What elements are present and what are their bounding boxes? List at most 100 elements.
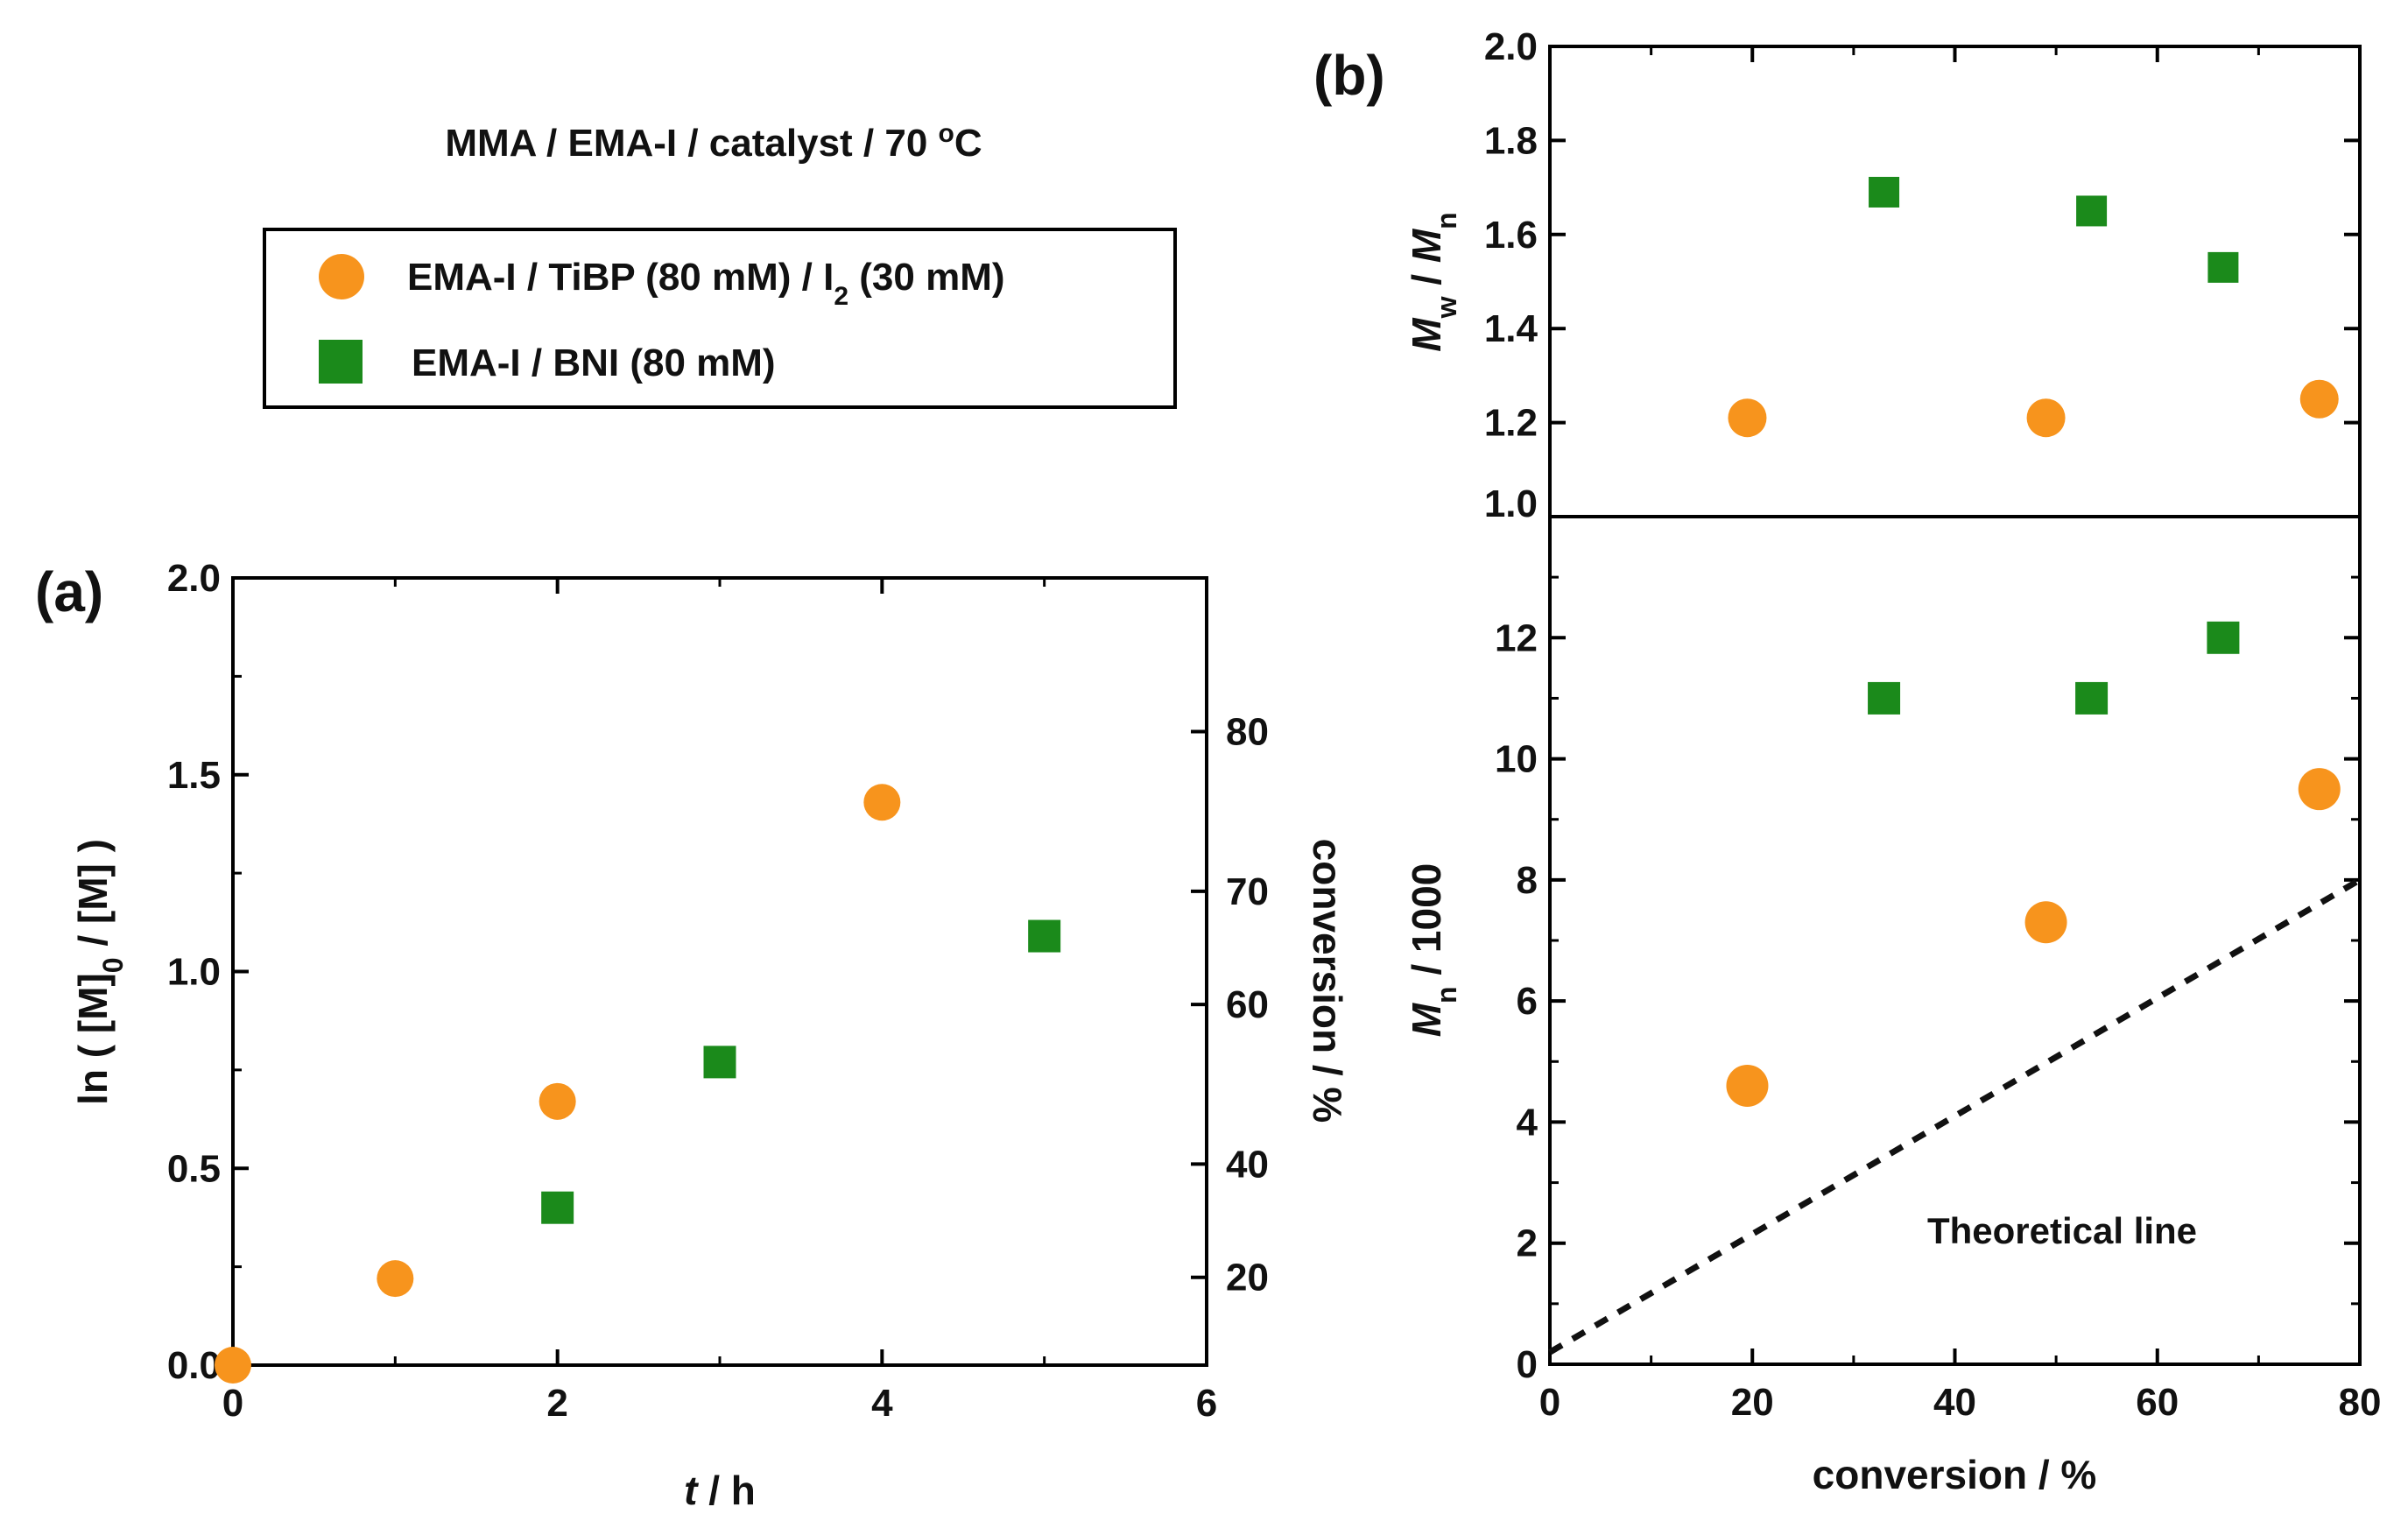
panel-a-y-axis-title-prefix: ln ( [M] (70, 973, 116, 1105)
panel-b-top-y-axis-title-m1: M (1404, 317, 1449, 352)
panel-a-y2-axis-title: conversion / % (1305, 839, 1350, 1123)
panel-b-top-y-tick-label: 1.2 (1484, 402, 1538, 445)
panel-b-top-circle-point (2026, 398, 2066, 438)
panel-b-bottom-square-point (2207, 621, 2240, 654)
panel-b-x-tick-label: 0 (1539, 1381, 1560, 1424)
panel-b-top-points (1728, 176, 2339, 438)
panel-a-x-axis-title-italic: t (684, 1468, 699, 1513)
panel-b-x-ticks: 0 20 40 60 80 (1539, 46, 2382, 1424)
panel-a-circle-point (377, 1260, 414, 1298)
panel-b-x-tick-label: 20 (1731, 1381, 1774, 1424)
panel-b-x-tick-label: 80 (2339, 1381, 2382, 1424)
panel-a-square-point (541, 1191, 574, 1224)
condition-title-main: MMA / EMA-I / catalyst / 70 (445, 122, 938, 165)
panel-b-bottom-y-axis-title-m: M (1404, 1002, 1449, 1037)
panel-a-y2-tick-label: 70 (1226, 870, 1269, 913)
panel-b-bottom-y-axis-title-s: n (1431, 986, 1462, 1003)
panel-a-x-tick-label: 4 (871, 1382, 893, 1425)
panel-b-top-square-point (2076, 195, 2108, 227)
panel-b-label: (b) (1313, 44, 1385, 107)
panel-b-bottom-y-tick-label: 2 (1517, 1222, 1538, 1265)
panel-a-x-tick-label: 6 (1196, 1382, 1217, 1425)
condition-title-degree: o (939, 119, 954, 148)
panel-b-top-y-axis-title-m2: M (1404, 228, 1449, 263)
panel-b-bottom-points (1726, 621, 2341, 1107)
panel-b-bottom-y-axis-title: Mn / 1000 (1404, 863, 1462, 1038)
legend: EMA-I / TiBP (80 mM) / I2 (30 mM) EMA-I … (263, 228, 1177, 409)
panel-b-bottom-y-tick-label: 6 (1517, 980, 1538, 1023)
panel-a-circle-point (215, 1347, 251, 1384)
panel-b-x-axis-title: conversion / % (1813, 1452, 2097, 1497)
legend-label-tibp: EMA-I / TiBP (80 mM) / I2 (30 mM) (407, 256, 1005, 311)
panel-a-y-tick-label: 0.0 (167, 1344, 221, 1387)
legend-label-tibp-sub: 2 (834, 282, 848, 311)
panel-b-top-square-point (1869, 176, 1900, 208)
panel-b-bottom-y-tick-label: 12 (1495, 616, 1538, 659)
panel-a-y-tick-label: 1.5 (167, 754, 221, 797)
panel-b-top-y-tick-label: 1.0 (1484, 482, 1538, 525)
panel-a-square-point (703, 1046, 736, 1079)
panel-a-y-axis-title-sub: 0 (97, 957, 129, 973)
panel-b-frame (1548, 45, 2362, 1366)
legend-square-marker (319, 340, 363, 384)
panel-b: (b) 0 20 40 60 80 1.0 1.2 1.4 1.6 1.8 2.0 0 2 4 6 8 10… (1313, 25, 2381, 1497)
panel-a: (a) 0 2 4 6 0.0 0.5 1.0 1.5 2.0 20 40 60 70 80 t / … (35, 557, 1350, 1513)
panel-b-bottom-y-tick-label: 8 (1517, 859, 1538, 902)
panel-b-top-y-axis-title-mid: / (1404, 263, 1449, 296)
panel-b-top-y-axis-title-s2: n (1431, 212, 1462, 229)
legend-box (263, 228, 1177, 409)
panel-b-bottom-y-tick-label: 10 (1495, 738, 1538, 781)
panel-a-y2-tick-label: 80 (1226, 711, 1269, 754)
panel-b-bottom-y-tick-label: 0 (1517, 1343, 1538, 1386)
panel-b-bottom-square-point (1868, 681, 1901, 715)
panel-b-bottom-circle-point (2024, 901, 2067, 944)
panel-b-x-tick-label: 40 (1933, 1381, 1976, 1424)
panel-a-y2-tick-label: 40 (1226, 1143, 1269, 1186)
panel-b-top-y-tick-label: 1.4 (1484, 307, 1538, 350)
condition-title-unit: C (954, 122, 982, 165)
panel-a-square-point (1028, 919, 1061, 953)
panel-a-circle-point (863, 784, 901, 821)
panel-b-bottom-circle-point (2298, 768, 2341, 811)
panel-a-y2-tick-label: 20 (1226, 1257, 1269, 1299)
panel-a-x-axis-title: t / h (684, 1468, 756, 1513)
legend-label-tibp-b: (30 mM) (848, 256, 1004, 299)
panel-b-top-circle-point (1728, 398, 1767, 438)
panel-b-bottom-y-ticks: 0 2 4 6 8 10 12 (1495, 575, 2360, 1386)
panel-b-top-y-axis-title-s1: w (1431, 296, 1462, 319)
panel-a-x-ticks: 0 2 4 6 (222, 578, 1217, 1425)
panel-a-frame (231, 576, 1208, 1367)
panel-a-x-tick-label: 2 (546, 1382, 567, 1425)
panel-a-y2-ticks: 20 40 60 70 80 (1191, 711, 1269, 1299)
panel-b-top-circle-point (2299, 379, 2339, 419)
panel-a-y-axis-title: ln ( [M]0 / [M] ) (70, 839, 129, 1105)
panel-b-top-y-tick-label: 1.8 (1484, 119, 1538, 162)
panel-b-top-y-tick-label: 1.6 (1484, 214, 1538, 257)
panel-a-label: (a) (35, 560, 103, 623)
panel-b-x-tick-label: 60 (2136, 1381, 2179, 1424)
panel-a-points (215, 784, 1061, 1384)
panel-b-top-y-ticks: 1.0 1.2 1.4 1.6 1.8 2.0 (1484, 25, 2360, 525)
panel-b-top-square-point (2207, 251, 2239, 283)
panel-a-y2-tick-label: 60 (1226, 983, 1269, 1026)
panel-b-top-y-axis-title: Mw / Mn (1404, 212, 1462, 351)
panel-b-bottom-y-axis-title-rest: / 1000 (1404, 863, 1449, 987)
panel-a-y-ticks: 0.0 0.5 1.0 1.5 2.0 (167, 557, 249, 1387)
panel-b-bottom-circle-point (1726, 1064, 1769, 1107)
panel-a-x-tick-label: 0 (222, 1382, 243, 1425)
panel-a-circle-point (539, 1082, 576, 1120)
panel-b-bottom-square-point (2075, 681, 2109, 715)
legend-circle-marker (319, 254, 364, 299)
legend-label-tibp-a: EMA-I / TiBP (80 mM) / I (407, 256, 834, 299)
legend-label-bni: EMA-I / BNI (80 mM) (412, 342, 776, 384)
theoretical-line-label: Theoretical line (1927, 1210, 2197, 1251)
panel-a-y-tick-label: 2.0 (167, 557, 221, 600)
panel-a-y-tick-label: 1.0 (167, 951, 221, 994)
condition-title: MMA / EMA-I / catalyst / 70 oC (445, 119, 982, 165)
panel-a-x-axis-title-rest: / h (697, 1468, 755, 1513)
panel-b-top-y-tick-label: 2.0 (1484, 25, 1538, 68)
panel-a-y-axis-title-suffix: / [M] ) (70, 839, 116, 957)
theoretical-line (1548, 877, 2362, 1356)
panel-a-y-tick-label: 0.5 (167, 1147, 221, 1190)
